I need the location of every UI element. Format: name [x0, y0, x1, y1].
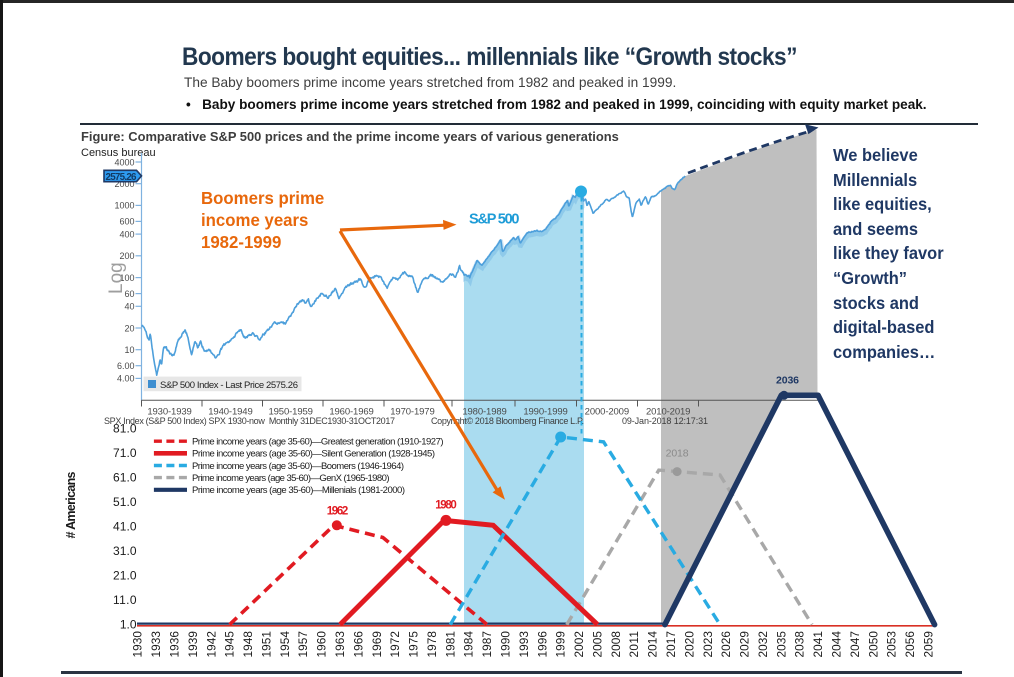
svg-text:1951: 1951 — [259, 631, 273, 658]
svg-text:1950-1959: 1950-1959 — [268, 407, 313, 418]
svg-text:1000: 1000 — [114, 201, 134, 211]
svg-text:1957: 1957 — [296, 631, 310, 658]
svg-text:2575.26: 2575.26 — [106, 172, 138, 183]
svg-text:# Americans: # Americans — [64, 471, 78, 538]
svg-text:1966: 1966 — [351, 631, 365, 658]
svg-text:71.0: 71.0 — [113, 446, 137, 460]
svg-text:1990-1999: 1990-1999 — [523, 407, 568, 418]
svg-text:1980: 1980 — [435, 499, 457, 511]
svg-text:1980-1989: 1980-1989 — [462, 407, 506, 418]
svg-text:2002: 2002 — [572, 631, 586, 658]
svg-text:2011: 2011 — [627, 631, 641, 658]
svg-text:2005: 2005 — [591, 631, 605, 658]
svg-text:1996: 1996 — [535, 631, 549, 658]
svg-text:S&P 500: S&P 500 — [469, 212, 520, 228]
svg-text:51.0: 51.0 — [113, 495, 137, 509]
svg-text:400: 400 — [119, 229, 134, 239]
svg-text:2038: 2038 — [793, 631, 807, 658]
svg-text:1939: 1939 — [186, 631, 200, 658]
svg-text:2047: 2047 — [848, 631, 862, 658]
svg-text:2029: 2029 — [738, 631, 752, 658]
svg-text:1990: 1990 — [499, 631, 513, 658]
svg-text:1930: 1930 — [131, 631, 145, 658]
svg-text:200: 200 — [119, 251, 134, 261]
svg-text:2010-2019: 2010-2019 — [646, 407, 691, 418]
svg-text:Prime income years (age 35-60): Prime income years (age 35-60)—Boomers (… — [192, 461, 404, 472]
svg-text:2000-2009: 2000-2009 — [585, 407, 630, 418]
svg-text:1978: 1978 — [425, 631, 439, 658]
svg-text:1954: 1954 — [278, 631, 292, 658]
svg-text:41.0: 41.0 — [113, 520, 137, 534]
svg-text:2014: 2014 — [646, 631, 660, 658]
svg-text:1948: 1948 — [241, 631, 255, 658]
svg-text:1936: 1936 — [168, 631, 182, 658]
svg-text:1940-1949: 1940-1949 — [208, 407, 253, 418]
svg-text:1999: 1999 — [554, 631, 568, 658]
svg-text:2041: 2041 — [811, 631, 825, 658]
svg-text:1962: 1962 — [327, 506, 349, 518]
svg-text:Prime income years (age 35-60): Prime income years (age 35-60)—Greatest … — [192, 437, 444, 448]
svg-text:1942: 1942 — [204, 631, 218, 658]
svg-text:2036: 2036 — [776, 375, 799, 387]
svg-text:1.0: 1.0 — [120, 618, 137, 632]
svg-text:1933: 1933 — [149, 631, 163, 658]
svg-text:2020: 2020 — [682, 631, 696, 658]
svg-text:1930-1939: 1930-1939 — [147, 407, 192, 418]
svg-text:1945: 1945 — [223, 631, 237, 658]
svg-text:20: 20 — [124, 323, 134, 333]
svg-text:2008: 2008 — [609, 631, 623, 658]
svg-text:2023: 2023 — [701, 631, 715, 658]
svg-text:2059: 2059 — [922, 631, 936, 658]
svg-text:2050: 2050 — [866, 631, 880, 658]
svg-text:60: 60 — [124, 289, 134, 299]
svg-text:2056: 2056 — [903, 631, 917, 658]
svg-text:11.0: 11.0 — [113, 593, 137, 607]
svg-text:6.00: 6.00 — [117, 361, 135, 371]
svg-text:100: 100 — [119, 273, 134, 283]
svg-text:4.00: 4.00 — [117, 374, 135, 384]
svg-text:4000: 4000 — [114, 157, 134, 167]
svg-text:2017: 2017 — [664, 631, 678, 658]
svg-text:2044: 2044 — [830, 631, 844, 658]
svg-text:2053: 2053 — [885, 631, 899, 658]
svg-text:1993: 1993 — [517, 631, 531, 658]
svg-text:1970-1979: 1970-1979 — [390, 407, 435, 418]
svg-text:1972: 1972 — [388, 631, 402, 658]
svg-text:Prime income years (age 35-60): Prime income years (age 35-60)—Millenial… — [192, 485, 405, 496]
svg-text:600: 600 — [119, 217, 134, 227]
svg-text:1975: 1975 — [407, 631, 421, 658]
svg-text:40: 40 — [124, 302, 134, 312]
svg-text:09-Jan-2018 12:17:31: 09-Jan-2018 12:17:31 — [622, 416, 708, 426]
svg-text:2000: 2000 — [114, 179, 134, 189]
svg-text:Prime income years (age 35-60): Prime income years (age 35-60)—GenX (196… — [192, 473, 390, 484]
svg-text:81.0: 81.0 — [113, 421, 137, 435]
svg-text:1987: 1987 — [480, 631, 494, 658]
svg-text:Log: Log — [106, 262, 127, 294]
svg-text:2035: 2035 — [774, 631, 788, 658]
svg-text:61.0: 61.0 — [113, 471, 137, 485]
svg-text:1981: 1981 — [443, 631, 457, 658]
svg-text:1960-1969: 1960-1969 — [329, 407, 374, 418]
svg-text:21.0: 21.0 — [113, 569, 137, 583]
svg-text:2018: 2018 — [666, 448, 689, 460]
svg-text:31.0: 31.0 — [113, 544, 137, 558]
svg-text:1969: 1969 — [370, 631, 384, 658]
svg-text:10: 10 — [124, 345, 134, 355]
svg-text:2026: 2026 — [719, 631, 733, 658]
svg-text:Copyright© 2018 Bloomberg Fina: Copyright© 2018 Bloomberg Finance L.P. — [431, 416, 584, 426]
svg-text:SPX Index (S&P 500 Index) SPX: SPX Index (S&P 500 Index) SPX 1930-now M… — [104, 416, 395, 426]
svg-text:1963: 1963 — [333, 631, 347, 658]
svg-text:S&P 500 Index - Last Price 257: S&P 500 Index - Last Price 2575.26 — [160, 380, 298, 391]
svg-text:2032: 2032 — [756, 631, 770, 658]
svg-text:1984: 1984 — [462, 631, 476, 658]
svg-text:Prime income years (age 35-60): Prime income years (age 35-60)—Silent Ge… — [192, 449, 435, 460]
svg-text:1960: 1960 — [315, 631, 329, 658]
